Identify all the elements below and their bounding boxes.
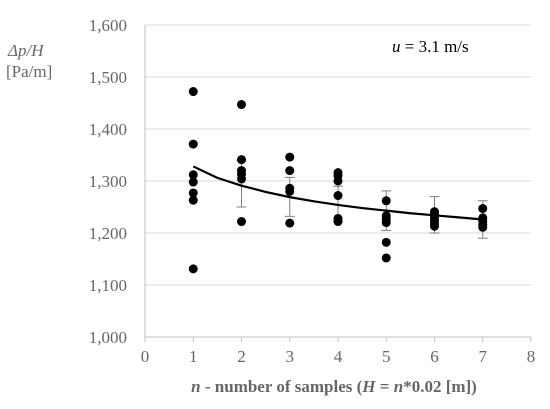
x-tick-label: 6	[430, 347, 439, 366]
data-point	[188, 177, 198, 187]
error-bars	[236, 159, 488, 239]
x-tick-label: 0	[141, 347, 150, 366]
data-point	[285, 152, 295, 162]
data-point	[237, 155, 246, 165]
data-point	[333, 176, 343, 186]
y-tick-label: 1,200	[89, 224, 127, 243]
data-point	[188, 195, 198, 205]
x-tick-label: 7	[479, 347, 488, 366]
y-axis-label: Δp/H	[7, 41, 45, 60]
x-axis-label-eq: =	[376, 377, 394, 396]
x-axis-label-formula: *0.02 [m])	[403, 377, 477, 396]
annotation-value: = 3.1 m/s	[401, 37, 469, 56]
data-point	[381, 253, 391, 263]
x-tick-label: 1	[189, 347, 198, 366]
gridlines	[145, 24, 531, 286]
y-tick-label: 1,400	[89, 120, 127, 139]
y-tick-label: 1,300	[89, 172, 127, 191]
x-tick-label: 2	[237, 347, 246, 366]
data-point	[381, 218, 391, 228]
data-point	[188, 188, 198, 198]
y-tick-label: 1,600	[89, 16, 127, 35]
x-axis-label-n2: n	[394, 377, 403, 396]
y-axis-label-symbol: Δp/H	[7, 41, 45, 60]
data-point	[188, 170, 198, 180]
x-axis-label-n: n	[191, 377, 200, 396]
velocity-annotation: u = 3.1 m/s	[392, 37, 469, 56]
axes	[144, 25, 532, 342]
data-point	[333, 217, 343, 227]
data-point	[237, 100, 246, 110]
y-tick-labels: 1,000 1,100 1,200 1,300 1,400 1,500 1,600	[89, 16, 127, 347]
data-point	[237, 217, 246, 227]
data-point	[188, 139, 198, 149]
y-tick-label: 1,500	[89, 68, 127, 87]
y-tick-label: 1,000	[89, 328, 127, 347]
x-axis-label-text: - number of samples (	[201, 377, 363, 396]
data-point	[237, 174, 246, 184]
data-point	[285, 218, 295, 228]
x-tick-label: 8	[527, 347, 536, 366]
data-point	[478, 222, 488, 232]
data-point	[285, 166, 295, 176]
data-point	[478, 204, 488, 214]
x-axis-label-h: H	[361, 377, 376, 396]
x-axis-label: n - number of samples (H = n*0.02 [m])	[191, 377, 477, 396]
data-point	[381, 196, 391, 206]
x-tick-label: 5	[382, 347, 391, 366]
x-tick-labels: 0 1 2 3 4 5 6 7 8	[141, 347, 536, 366]
data-point	[381, 237, 391, 247]
x-tick-label: 4	[334, 347, 343, 366]
data-point	[188, 264, 198, 274]
y-tick-label: 1,100	[89, 276, 127, 295]
x-tick-label: 3	[286, 347, 295, 366]
data-point	[333, 191, 343, 201]
annotation-symbol: u	[392, 37, 401, 56]
data-point	[188, 87, 198, 97]
data-point	[430, 221, 439, 231]
data-point	[285, 186, 295, 196]
data-points	[188, 87, 488, 274]
y-axis-unit: [Pa/m]	[6, 62, 52, 81]
